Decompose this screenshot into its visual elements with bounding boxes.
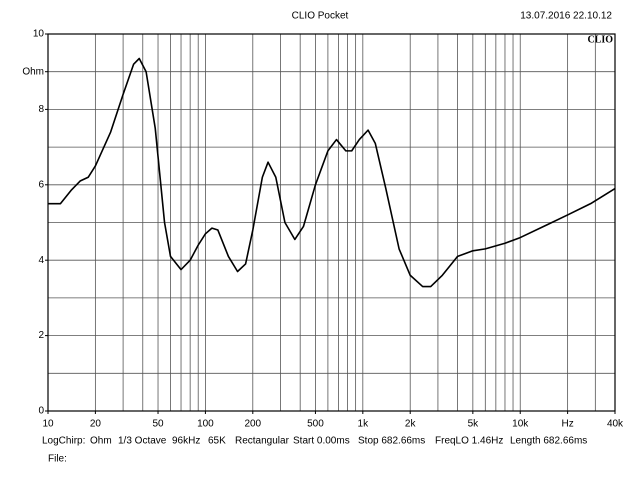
y-tick-label: 4 xyxy=(38,255,44,266)
file-label: File: xyxy=(48,454,67,465)
footer-item: Ohm xyxy=(90,436,112,447)
footer-item: Length 682.66ms xyxy=(510,436,587,447)
x-tick-label: 40k xyxy=(607,419,624,430)
x-tick-label: 5k xyxy=(468,419,480,430)
impedance-line xyxy=(48,57,616,288)
y-tick-label: 0 xyxy=(38,406,44,417)
x-tick-label: 500 xyxy=(307,419,324,430)
x-tick-label: 20 xyxy=(90,419,102,430)
chart-title: CLIO Pocket xyxy=(292,11,349,22)
x-tick-label: 10k xyxy=(512,419,529,430)
footer-item: 96kHz xyxy=(172,436,200,447)
x-tick-label: 100 xyxy=(197,419,214,430)
x-tick-label: 50 xyxy=(152,419,164,430)
y-tick-label: 8 xyxy=(38,104,44,115)
footer-item: LogChirp: xyxy=(42,436,85,447)
timestamp: 13.07.2016 22.10.12 xyxy=(520,11,612,22)
x-tick-label: 10 xyxy=(42,419,54,430)
footer-item: FreqLO 1.46Hz xyxy=(435,436,503,447)
x-tick-label: 2k xyxy=(405,419,417,430)
footer-item: Start 0.00ms xyxy=(293,436,350,447)
y-tick-label: 6 xyxy=(38,179,44,190)
footer-item: 65K xyxy=(208,436,226,447)
x-tick-label: 1k xyxy=(358,419,370,430)
y-tick-label: Ohm xyxy=(22,66,44,77)
footer-item: Rectangular xyxy=(235,436,290,447)
plot-border xyxy=(47,33,616,412)
footer-item: 1/3 Octave xyxy=(118,436,167,447)
x-tick-label: 200 xyxy=(244,419,261,430)
x-tick-label: Hz xyxy=(561,419,573,430)
footer-item: Stop 682.66ms xyxy=(358,436,425,447)
y-tick-label: 10 xyxy=(33,29,45,40)
logo: CLIO xyxy=(587,34,613,45)
y-tick-label: 2 xyxy=(38,330,44,341)
